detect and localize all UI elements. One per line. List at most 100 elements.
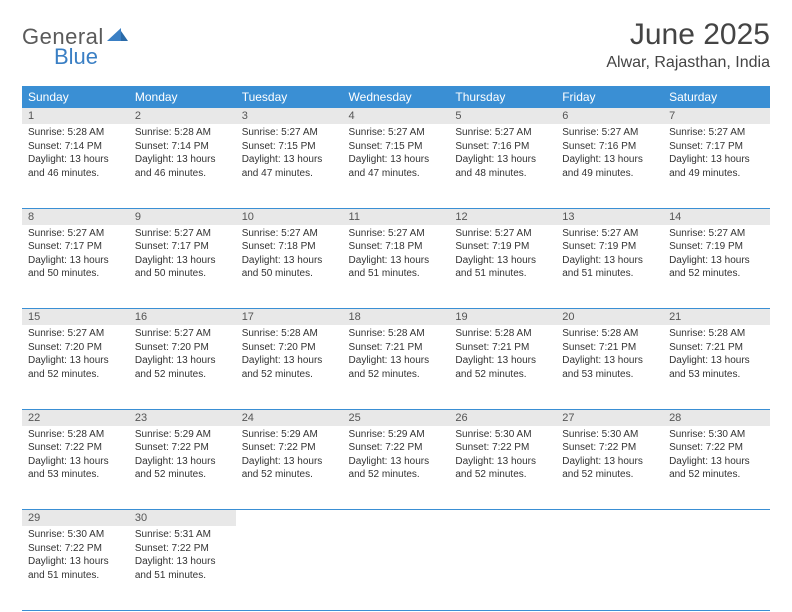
day-content: Sunrise: 5:27 AMSunset: 7:20 PMDaylight:… (22, 325, 129, 385)
sunset-line: Sunset: 7:21 PM (455, 341, 550, 355)
title-block: June 2025 Alwar, Rajasthan, India (606, 18, 770, 72)
daylight-line: Daylight: 13 hours and 51 minutes. (135, 555, 230, 582)
daylight-line: Daylight: 13 hours and 52 minutes. (242, 455, 337, 482)
day-content: Sunrise: 5:27 AMSunset: 7:17 PMDaylight:… (22, 225, 129, 285)
day-content: Sunrise: 5:27 AMSunset: 7:19 PMDaylight:… (556, 225, 663, 285)
sunset-line: Sunset: 7:22 PM (349, 441, 444, 455)
daynum-cell: 14 (663, 208, 770, 225)
day-cell: Sunrise: 5:30 AMSunset: 7:22 PMDaylight:… (22, 526, 129, 610)
day-content: Sunrise: 5:29 AMSunset: 7:22 PMDaylight:… (129, 426, 236, 486)
day-content: Sunrise: 5:27 AMSunset: 7:17 PMDaylight:… (129, 225, 236, 285)
daylight-line: Daylight: 13 hours and 46 minutes. (135, 153, 230, 180)
location-text: Alwar, Rajasthan, India (606, 54, 770, 72)
daylight-line: Daylight: 13 hours and 52 minutes. (455, 354, 550, 381)
sunset-line: Sunset: 7:16 PM (562, 140, 657, 154)
day-content: Sunrise: 5:29 AMSunset: 7:22 PMDaylight:… (343, 426, 450, 486)
sunrise-line: Sunrise: 5:30 AM (28, 528, 123, 542)
sunset-line: Sunset: 7:22 PM (135, 441, 230, 455)
daylight-line: Daylight: 13 hours and 52 minutes. (669, 455, 764, 482)
daylight-line: Daylight: 13 hours and 49 minutes. (562, 153, 657, 180)
day-cell: Sunrise: 5:27 AMSunset: 7:19 PMDaylight:… (663, 225, 770, 309)
daylight-line: Daylight: 13 hours and 52 minutes. (349, 354, 444, 381)
sunrise-line: Sunrise: 5:27 AM (562, 227, 657, 241)
day-cell: Sunrise: 5:29 AMSunset: 7:22 PMDaylight:… (236, 426, 343, 510)
day-number: 12 (449, 209, 556, 225)
weekday-header: Thursday (449, 86, 556, 108)
sunset-line: Sunset: 7:22 PM (562, 441, 657, 455)
daylight-line: Daylight: 13 hours and 47 minutes. (242, 153, 337, 180)
day-cell (556, 526, 663, 610)
daylight-line: Daylight: 13 hours and 46 minutes. (28, 153, 123, 180)
daylight-line: Daylight: 13 hours and 51 minutes. (562, 254, 657, 281)
daynum-row: 15161718192021 (22, 309, 770, 326)
sunset-line: Sunset: 7:17 PM (135, 240, 230, 254)
daynum-cell: 27 (556, 409, 663, 426)
sunrise-line: Sunrise: 5:28 AM (562, 327, 657, 341)
daylight-line: Daylight: 13 hours and 51 minutes. (455, 254, 550, 281)
sunset-line: Sunset: 7:22 PM (669, 441, 764, 455)
daynum-cell: 4 (343, 108, 450, 124)
day-cell: Sunrise: 5:29 AMSunset: 7:22 PMDaylight:… (129, 426, 236, 510)
daynum-cell: 19 (449, 309, 556, 326)
sunrise-line: Sunrise: 5:27 AM (28, 227, 123, 241)
day-cell: Sunrise: 5:28 AMSunset: 7:22 PMDaylight:… (22, 426, 129, 510)
sunset-line: Sunset: 7:22 PM (455, 441, 550, 455)
day-content: Sunrise: 5:27 AMSunset: 7:15 PMDaylight:… (343, 124, 450, 184)
sunrise-line: Sunrise: 5:30 AM (669, 428, 764, 442)
day-content: Sunrise: 5:28 AMSunset: 7:20 PMDaylight:… (236, 325, 343, 385)
daynum-cell: 21 (663, 309, 770, 326)
daylight-line: Daylight: 13 hours and 52 minutes. (135, 455, 230, 482)
day-cell: Sunrise: 5:27 AMSunset: 7:20 PMDaylight:… (22, 325, 129, 409)
calendar-table: Sunday Monday Tuesday Wednesday Thursday… (22, 86, 770, 611)
daylight-line: Daylight: 13 hours and 52 minutes. (669, 254, 764, 281)
day-cell: Sunrise: 5:28 AMSunset: 7:21 PMDaylight:… (343, 325, 450, 409)
day-cell: Sunrise: 5:27 AMSunset: 7:20 PMDaylight:… (129, 325, 236, 409)
weekday-header: Sunday (22, 86, 129, 108)
day-number: 10 (236, 209, 343, 225)
day-number: 9 (129, 209, 236, 225)
daylight-line: Daylight: 13 hours and 52 minutes. (28, 354, 123, 381)
day-number: 21 (663, 309, 770, 325)
day-number: 7 (663, 108, 770, 124)
sunset-line: Sunset: 7:22 PM (28, 542, 123, 556)
day-number: 20 (556, 309, 663, 325)
daynum-cell: 10 (236, 208, 343, 225)
daylight-line: Daylight: 13 hours and 53 minutes. (28, 455, 123, 482)
day-content: Sunrise: 5:28 AMSunset: 7:21 PMDaylight:… (663, 325, 770, 385)
sunset-line: Sunset: 7:17 PM (28, 240, 123, 254)
day-cell: Sunrise: 5:29 AMSunset: 7:22 PMDaylight:… (343, 426, 450, 510)
daynum-row: 1234567 (22, 108, 770, 124)
weekday-header: Monday (129, 86, 236, 108)
sunrise-line: Sunrise: 5:28 AM (669, 327, 764, 341)
day-number: 5 (449, 108, 556, 124)
day-cell (663, 526, 770, 610)
weekday-header: Tuesday (236, 86, 343, 108)
day-content: Sunrise: 5:28 AMSunset: 7:14 PMDaylight:… (22, 124, 129, 184)
day-cell: Sunrise: 5:30 AMSunset: 7:22 PMDaylight:… (449, 426, 556, 510)
daynum-cell: 3 (236, 108, 343, 124)
day-cell: Sunrise: 5:30 AMSunset: 7:22 PMDaylight:… (556, 426, 663, 510)
daylight-line: Daylight: 13 hours and 52 minutes. (135, 354, 230, 381)
day-cell (449, 526, 556, 610)
sunrise-line: Sunrise: 5:27 AM (669, 126, 764, 140)
daynum-cell: 15 (22, 309, 129, 326)
sunset-line: Sunset: 7:21 PM (349, 341, 444, 355)
daynum-cell (236, 510, 343, 527)
sunset-line: Sunset: 7:15 PM (242, 140, 337, 154)
day-content: Sunrise: 5:27 AMSunset: 7:18 PMDaylight:… (236, 225, 343, 285)
day-content: Sunrise: 5:30 AMSunset: 7:22 PMDaylight:… (556, 426, 663, 486)
day-content: Sunrise: 5:28 AMSunset: 7:14 PMDaylight:… (129, 124, 236, 184)
sunrise-line: Sunrise: 5:28 AM (455, 327, 550, 341)
daynum-cell (556, 510, 663, 527)
day-content: Sunrise: 5:27 AMSunset: 7:16 PMDaylight:… (556, 124, 663, 184)
sunset-line: Sunset: 7:19 PM (669, 240, 764, 254)
daylight-line: Daylight: 13 hours and 48 minutes. (455, 153, 550, 180)
day-content: Sunrise: 5:29 AMSunset: 7:22 PMDaylight:… (236, 426, 343, 486)
sunset-line: Sunset: 7:22 PM (28, 441, 123, 455)
page-title: June 2025 (606, 18, 770, 52)
daynum-cell: 9 (129, 208, 236, 225)
day-cell: Sunrise: 5:28 AMSunset: 7:21 PMDaylight:… (663, 325, 770, 409)
weekday-header: Saturday (663, 86, 770, 108)
day-cell: Sunrise: 5:28 AMSunset: 7:14 PMDaylight:… (129, 124, 236, 208)
day-cell: Sunrise: 5:27 AMSunset: 7:18 PMDaylight:… (236, 225, 343, 309)
